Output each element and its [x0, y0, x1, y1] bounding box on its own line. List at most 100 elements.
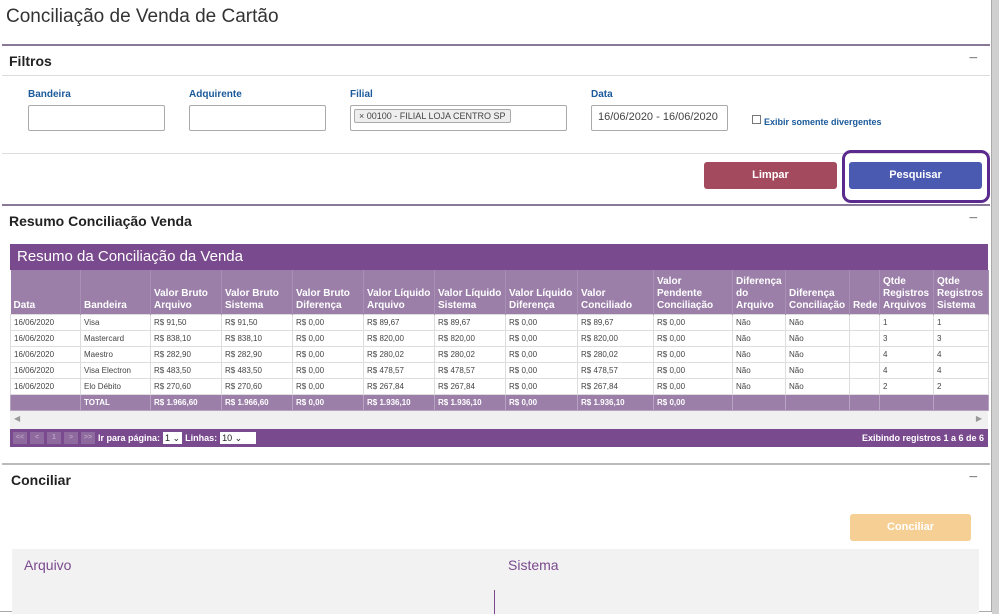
column-header[interactable]: Qtde Registros Sistema: [933, 270, 989, 314]
divider: [494, 590, 495, 614]
table-cell: 3: [933, 329, 989, 347]
resumo-title: Resumo Conciliação Venda: [9, 213, 192, 229]
total-cell: [849, 393, 880, 411]
table-cell: 4: [933, 345, 989, 363]
column-header[interactable]: Qtde Registros Arquivos: [879, 270, 934, 314]
column-header[interactable]: Valor Líquido Diferença: [505, 270, 578, 314]
table-row[interactable]: 16/06/2020 Elo Débito R$ 270,60 R$ 270,60 R$…: [10, 377, 989, 395]
table-cell: Não: [732, 313, 786, 331]
table-cell: R$ 0,00: [653, 377, 733, 395]
total-cell: R$ 0,00: [653, 393, 733, 411]
prev-page-button[interactable]: <: [30, 431, 44, 444]
sistema-heading: Sistema: [508, 557, 559, 573]
bandeira-label: Bandeira: [28, 89, 71, 100]
table-cell: R$ 0,00: [505, 345, 578, 363]
column-header[interactable]: Diferença do Arquivo: [732, 270, 786, 314]
table-cell: 2: [933, 377, 989, 395]
scroll-left-icon[interactable]: ◀: [14, 413, 21, 423]
column-header[interactable]: Data: [10, 270, 81, 314]
table-cell: R$ 820,00: [577, 329, 654, 347]
scrollbar[interactable]: [992, 0, 999, 614]
conciliar-panel: [12, 549, 979, 614]
conciliar-button[interactable]: Conciliar: [850, 514, 971, 541]
table-cell: [849, 377, 880, 395]
table-cell: R$ 91,50: [150, 313, 222, 331]
column-header[interactable]: Valor Pendente Conciliação: [653, 270, 733, 314]
column-header[interactable]: Valor Conciliado: [577, 270, 654, 314]
search-button[interactable]: Pesquisar: [849, 162, 982, 189]
table-cell: R$ 280,02: [434, 345, 506, 363]
column-header[interactable]: Valor Bruto Arquivo: [150, 270, 222, 314]
lines-select[interactable]: 10 ⌄: [220, 431, 257, 444]
table-row[interactable]: 16/06/2020 Maestro R$ 282,90 R$ 282,90 R$ 0,…: [10, 345, 989, 363]
table-cell: R$ 478,57: [434, 361, 506, 379]
next-page-button[interactable]: >: [64, 431, 78, 444]
table-cell: 2: [879, 377, 934, 395]
table-cell: R$ 89,67: [577, 313, 654, 331]
bandeira-input[interactable]: [28, 105, 165, 131]
filial-input[interactable]: × 00100 - FILIAL LOJA CENTRO SP: [350, 105, 567, 131]
filial-tag-label: 00100 - FILIAL LOJA CENTRO SP: [366, 111, 506, 121]
total-cell: R$ 0,00: [292, 393, 364, 411]
date-range-input[interactable]: 16/06/2020 - 16/06/2020: [591, 105, 728, 131]
column-header[interactable]: Valor Bruto Sistema: [221, 270, 293, 314]
last-page-button[interactable]: >>: [81, 431, 95, 444]
data-label: Data: [591, 89, 613, 100]
total-cell: TOTAL: [80, 393, 151, 411]
total-cell: R$ 1.966,60: [221, 393, 293, 411]
column-header[interactable]: Rede: [849, 270, 880, 314]
column-header[interactable]: Bandeira: [80, 270, 151, 314]
table-cell: [849, 313, 880, 331]
resumo-header: Resumo Conciliação Venda −: [2, 204, 990, 234]
column-header[interactable]: Valor Bruto Diferença: [292, 270, 364, 314]
table-row[interactable]: 16/06/2020 Mastercard R$ 838,10 R$ 838,10 R$…: [10, 329, 989, 347]
table-cell: Mastercard: [80, 329, 151, 347]
goto-page-select[interactable]: 1 ⌄: [163, 431, 183, 444]
first-page-button[interactable]: <<: [13, 431, 27, 444]
column-header[interactable]: Diferença Conciliação: [785, 270, 850, 314]
total-cell: R$ 1.936,10: [434, 393, 506, 411]
table-row[interactable]: 16/06/2020 Visa Electron R$ 483,50 R$ 483,5…: [10, 361, 989, 379]
clear-button[interactable]: Limpar: [704, 162, 837, 189]
table-row[interactable]: 16/06/2020 Visa R$ 91,50 R$ 91,50 R$ 0,00 R$ …: [10, 313, 989, 331]
table-cell: 1: [879, 313, 934, 331]
table-cell: 16/06/2020: [10, 313, 81, 331]
divergentes-checkbox[interactable]: [752, 115, 761, 124]
total-row: TOTAL R$ 1.966,60 R$ 1.966,60 R$ 0,00 R$ 1.9…: [10, 393, 989, 411]
table-cell: R$ 478,57: [363, 361, 435, 379]
table-cell: R$ 0,00: [505, 329, 578, 347]
remove-tag-icon[interactable]: ×: [359, 111, 365, 121]
column-header[interactable]: Valor Líquido Arquivo: [363, 270, 435, 314]
pagination-bar: << < 1 > >> Ir para página: 1 ⌄ Linhas: …: [10, 428, 988, 447]
table-cell: 16/06/2020: [10, 377, 81, 395]
collapse-resumo-icon[interactable]: −: [968, 210, 978, 227]
table-cell: R$ 0,00: [292, 361, 364, 379]
table-title: Resumo da Conciliação da Venda: [10, 244, 988, 270]
total-cell: R$ 0,00: [505, 393, 578, 411]
table-cell: Não: [785, 329, 850, 347]
column-header[interactable]: Valor Líquido Sistema: [434, 270, 506, 314]
collapse-conciliar-icon[interactable]: −: [968, 469, 978, 486]
table-cell: R$ 483,50: [221, 361, 293, 379]
table-cell: R$ 282,90: [221, 345, 293, 363]
conciliar-title: Conciliar: [11, 472, 71, 488]
table-cell: 3: [879, 329, 934, 347]
table-cell: [849, 329, 880, 347]
page-number[interactable]: 1: [47, 431, 61, 444]
table-cell: R$ 478,57: [577, 361, 654, 379]
page-title: Conciliação de Venda de Cartão: [6, 6, 279, 27]
adquirente-label: Adquirente: [189, 89, 242, 100]
total-cell: [933, 393, 989, 411]
table-cell: R$ 267,84: [577, 377, 654, 395]
collapse-filters-icon[interactable]: −: [968, 50, 978, 67]
filial-label: Filial: [350, 89, 373, 100]
total-cell: [785, 393, 850, 411]
table-cell: R$ 0,00: [505, 361, 578, 379]
table-cell: 16/06/2020: [10, 329, 81, 347]
filial-tag: × 00100 - FILIAL LOJA CENTRO SP: [354, 109, 511, 123]
horizontal-scrollbar[interactable]: ◀ ▶: [10, 410, 988, 429]
scroll-right-icon[interactable]: ▶: [975, 413, 982, 423]
table-cell: Elo Débito: [80, 377, 151, 395]
table-cell: R$ 0,00: [653, 329, 733, 347]
adquirente-input[interactable]: [189, 105, 326, 131]
